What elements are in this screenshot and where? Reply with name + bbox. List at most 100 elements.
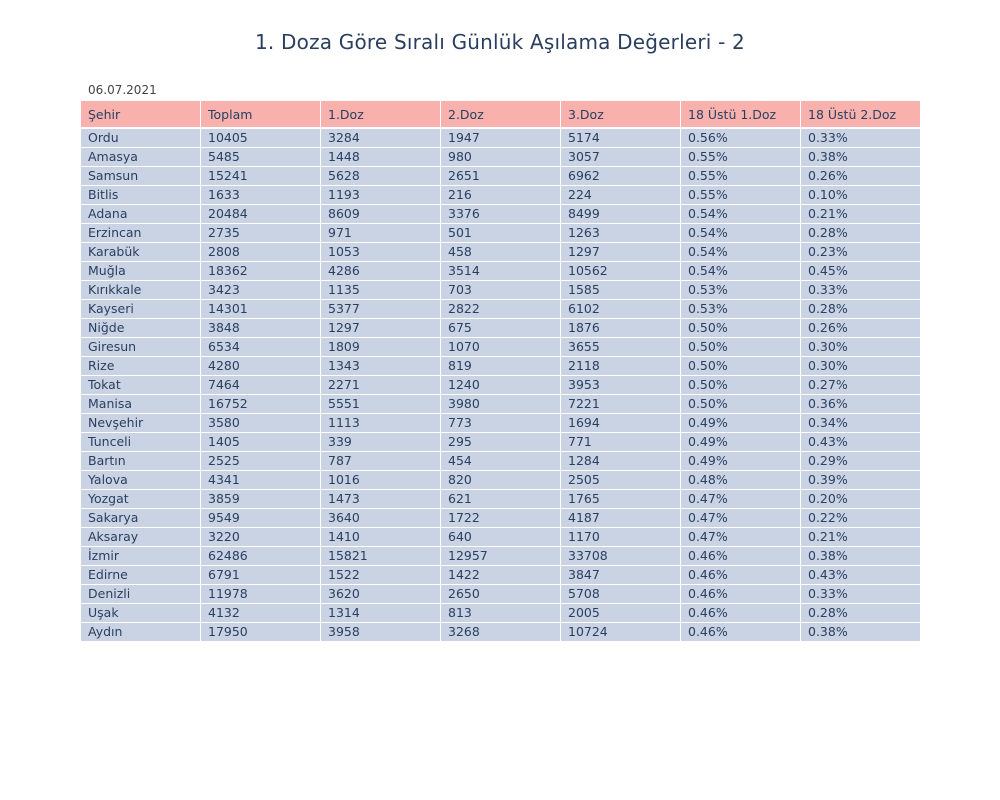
- table-cell: 1448: [320, 147, 441, 167]
- table-cell: 1473: [320, 489, 441, 509]
- table-row: Amasya 5485 1448 980 3057 0.55% 0.38%: [80, 147, 921, 167]
- vaccination-table: Şehir Toplam 1.Doz 2.Doz 3.Doz 18 Üstü 1.Doz 1…: [80, 100, 921, 642]
- table-cell: Edirne: [80, 565, 201, 585]
- table-row: Nevşehir 3580 1113 773 1694 0.49% 0.34%: [80, 413, 921, 433]
- table-cell: 4187: [560, 508, 681, 528]
- table-cell: Bitlis: [80, 185, 201, 205]
- table-cell: Niğde: [80, 318, 201, 338]
- table-cell: 0.50%: [680, 394, 801, 414]
- table-cell: İzmir: [80, 546, 201, 566]
- table-cell: 4341: [200, 470, 321, 490]
- table-cell: 10562: [560, 261, 681, 281]
- table-cell: Giresun: [80, 337, 201, 357]
- table-cell: 0.28%: [800, 223, 921, 243]
- table-cell: 0.46%: [680, 565, 801, 585]
- table-cell: 6102: [560, 299, 681, 319]
- table-row: Ordu 10405 3284 1947 5174 0.56% 0.33%: [80, 127, 921, 148]
- table-cell: 0.50%: [680, 318, 801, 338]
- table-cell: 0.43%: [800, 432, 921, 452]
- table-cell: 1297: [560, 242, 681, 262]
- column-header: 3.Doz: [560, 100, 681, 129]
- table-cell: 1263: [560, 223, 681, 243]
- table-cell: Yalova: [80, 470, 201, 490]
- table-row: Kırıkkale 3423 1135 703 1585 0.53% 0.33%: [80, 280, 921, 300]
- table-row: Denizli 11978 3620 2650 5708 0.46% 0.33%: [80, 584, 921, 604]
- column-header: 18 Üstü 2.Doz: [800, 100, 921, 129]
- table-cell: 0.53%: [680, 299, 801, 319]
- table-cell: 1070: [440, 337, 561, 357]
- table-cell: 295: [440, 432, 561, 452]
- table-cell: 4132: [200, 603, 321, 623]
- table-cell: 3284: [320, 127, 441, 148]
- table-cell: 1410: [320, 527, 441, 547]
- table-cell: 6534: [200, 337, 321, 357]
- table-cell: 971: [320, 223, 441, 243]
- table-cell: 0.46%: [680, 584, 801, 604]
- table-cell: 224: [560, 185, 681, 205]
- table-cell: 6962: [560, 166, 681, 186]
- table-row: Aydın 17950 3958 3268 10724 0.46% 0.38%: [80, 622, 921, 642]
- table-cell: 0.39%: [800, 470, 921, 490]
- table-cell: 0.55%: [680, 185, 801, 205]
- table-cell: 787: [320, 451, 441, 471]
- table-cell: 1765: [560, 489, 681, 509]
- table-cell: 819: [440, 356, 561, 376]
- table-cell: 0.23%: [800, 242, 921, 262]
- column-header: 18 Üstü 1.Doz: [680, 100, 801, 129]
- table-cell: 0.38%: [800, 147, 921, 167]
- table-row: Yozgat 3859 1473 621 1765 0.47% 0.20%: [80, 489, 921, 509]
- table-header-row: Şehir Toplam 1.Doz 2.Doz 3.Doz 18 Üstü 1.Doz 1…: [80, 100, 921, 129]
- table-cell: 5377: [320, 299, 441, 319]
- table-row: İzmir 62486 15821 12957 33708 0.46% 0.38%: [80, 546, 921, 566]
- table-cell: 2005: [560, 603, 681, 623]
- table-cell: Karabük: [80, 242, 201, 262]
- table-cell: Tokat: [80, 375, 201, 395]
- column-header: 2.Doz: [440, 100, 561, 129]
- table-cell: Samsun: [80, 166, 201, 186]
- table-cell: 7221: [560, 394, 681, 414]
- table-cell: Denizli: [80, 584, 201, 604]
- table-cell: 15821: [320, 546, 441, 566]
- table-cell: 0.56%: [680, 127, 801, 148]
- table-cell: 3220: [200, 527, 321, 547]
- table-cell: 17950: [200, 622, 321, 642]
- table-cell: 1053: [320, 242, 441, 262]
- table-cell: 1297: [320, 318, 441, 338]
- table-cell: 16752: [200, 394, 321, 414]
- table-cell: 1170: [560, 527, 681, 547]
- table-row: Samsun 15241 5628 2651 6962 0.55% 0.26%: [80, 166, 921, 186]
- table-cell: 5174: [560, 127, 681, 148]
- table-row: Karabük 2808 1053 458 1297 0.54% 0.23%: [80, 242, 921, 262]
- column-header: Şehir: [80, 100, 201, 129]
- table-cell: 0.45%: [800, 261, 921, 281]
- table-cell: 0.47%: [680, 527, 801, 547]
- table-cell: 0.50%: [680, 356, 801, 376]
- table-cell: 10405: [200, 127, 321, 148]
- table-cell: 4280: [200, 356, 321, 376]
- table-cell: 675: [440, 318, 561, 338]
- table-cell: 0.28%: [800, 299, 921, 319]
- table-cell: 0.46%: [680, 546, 801, 566]
- table-row: Tokat 7464 2271 1240 3953 0.50% 0.27%: [80, 375, 921, 395]
- table-cell: 1947: [440, 127, 561, 148]
- table-cell: 2271: [320, 375, 441, 395]
- table-cell: 0.54%: [680, 204, 801, 224]
- table-cell: Bartın: [80, 451, 201, 471]
- table-row: Bitlis 1633 1193 216 224 0.55% 0.10%: [80, 185, 921, 205]
- table-cell: Ordu: [80, 127, 201, 148]
- table-cell: 0.47%: [680, 489, 801, 509]
- table-cell: 20484: [200, 204, 321, 224]
- table-cell: 6791: [200, 565, 321, 585]
- table-cell: 3847: [560, 565, 681, 585]
- table-cell: Uşak: [80, 603, 201, 623]
- table-cell: Amasya: [80, 147, 201, 167]
- table-row: Muğla 18362 4286 3514 10562 0.54% 0.45%: [80, 261, 921, 281]
- table-cell: 771: [560, 432, 681, 452]
- table-cell: Adana: [80, 204, 201, 224]
- table-cell: 0.26%: [800, 318, 921, 338]
- table-cell: 1240: [440, 375, 561, 395]
- table-cell: 0.38%: [800, 546, 921, 566]
- table-cell: 0.33%: [800, 280, 921, 300]
- table-cell: Rize: [80, 356, 201, 376]
- table-cell: 8609: [320, 204, 441, 224]
